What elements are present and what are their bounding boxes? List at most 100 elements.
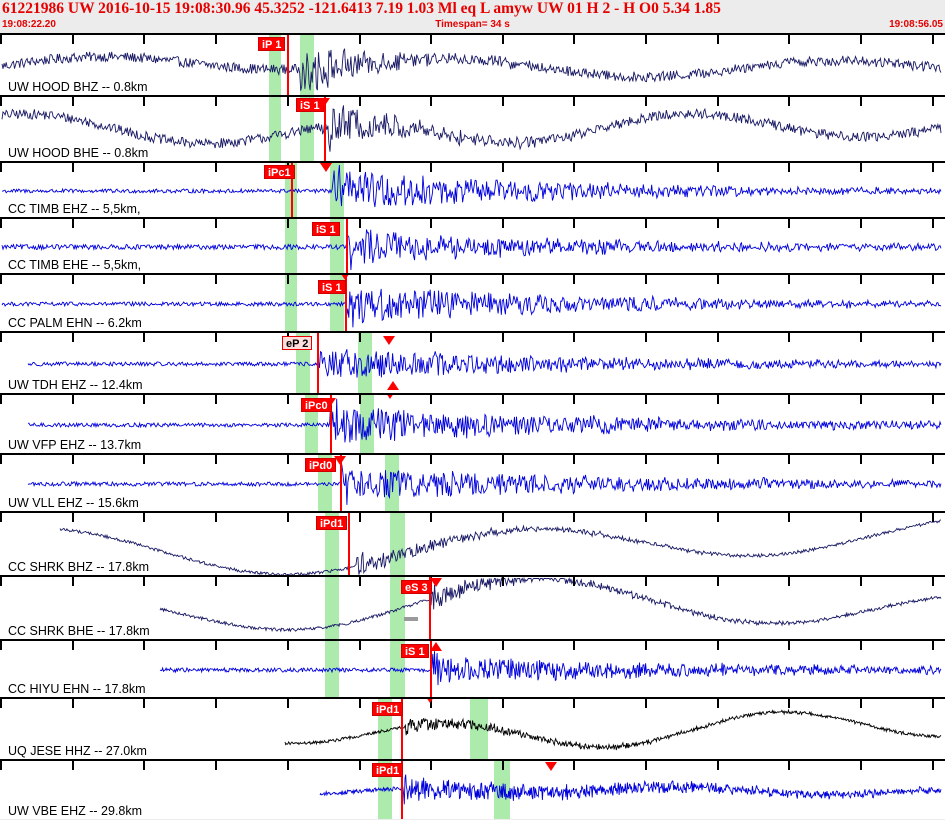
amplitude-marker-icon[interactable] [430,578,442,587]
amplitude-marker-icon[interactable] [384,395,396,399]
phase-pick-line[interactable] [291,163,293,217]
amplitude-marker-icon[interactable] [334,456,346,465]
phase-pick-label[interactable]: iPd1 [372,763,404,777]
channel-label: CC HIYU EHN -- 17.8km [8,682,146,696]
coda-window-band [390,513,405,575]
phase-pick-line[interactable] [287,35,289,95]
time-axis-ticks [0,275,945,284]
amplitude-marker-icon[interactable] [424,699,436,703]
trace-panel[interactable]: eS 3 CC SHRK BHE -- 17.8km [0,575,945,639]
phase-pick-line[interactable] [346,219,348,273]
waveform-plot[interactable] [0,219,945,273]
waveform-plot[interactable] [0,333,945,393]
trace-panel[interactable]: iS 1 UW HOOD BHE -- 0.8km [0,95,945,161]
channel-label: UW VLL EHZ -- 15.6km [8,496,139,510]
coda-window-band [285,275,297,331]
phase-pick-label[interactable]: iS 1 [312,222,340,236]
trace-panel[interactable]: iPd1 UW VBE EHZ -- 29.8km [0,759,945,819]
phase-pick-line[interactable] [324,97,326,161]
trace-panel[interactable]: iP 1 UW HOOD BHZ -- 0.8km [0,33,945,95]
coda-window-band [358,333,372,393]
phase-pick-line[interactable] [401,699,403,759]
phase-pick-label[interactable]: iPd0 [305,458,337,472]
time-axis-ticks [0,35,945,44]
waveform-plot[interactable] [0,641,945,697]
amplitude-marker-icon[interactable] [318,98,330,107]
phase-pick-line[interactable] [429,577,431,639]
time-axis-ticks [0,699,945,708]
waveform-plot[interactable] [0,455,945,511]
phase-pick-label[interactable]: eP 2 [282,336,313,350]
phase-pick-label[interactable]: iS 1 [401,644,429,658]
phase-pick-label[interactable]: iS 1 [296,98,324,112]
trace-panel[interactable]: iPc1 CC TIMB EHZ -- 5,5km, [0,161,945,217]
trace-panel[interactable]: iS 1 CC PALM EHN -- 6.2km [0,273,945,331]
coda-window-band [360,395,374,453]
duration-stub-marker [404,617,418,621]
amplitude-marker-icon[interactable] [324,398,336,407]
amplitude-marker-icon[interactable] [383,336,395,345]
waveform-plot[interactable] [0,97,945,161]
coda-window-band [325,577,339,639]
phase-pick-line[interactable] [401,761,403,819]
coda-window-band [470,699,488,759]
trace-panel-stack: iP 1 UW HOOD BHZ -- 0.8km iS 1 UW HOOD BHE … [0,33,945,820]
coda-window-band [325,641,339,697]
time-axis-ticks [0,395,945,404]
phase-pick-line[interactable] [345,275,347,331]
phase-pick-line[interactable] [430,641,432,697]
amplitude-marker-icon[interactable] [320,163,332,172]
phase-pick-label[interactable]: iPd1 [316,516,348,530]
waveform-plot[interactable] [0,577,945,639]
phase-pick-label[interactable]: eS 3 [401,580,432,594]
channel-label: UW VFP EHZ -- 13.7km [8,438,142,452]
time-axis-ticks [0,641,945,650]
trace-panel[interactable]: iPd1 UQ JESE HHZ -- 27.0km [0,697,945,759]
event-header-line: 61221986 UW 2016-10-15 19:08:30.96 45.32… [2,0,721,17]
trace-panel[interactable]: iS 1 CC HIYU EHN -- 17.8km [0,639,945,697]
waveform-plot[interactable] [0,395,945,453]
trace-panel[interactable]: eP 2 UW TDH EHZ -- 12.4km [0,331,945,393]
phase-pick-line[interactable] [330,395,332,453]
time-axis-ticks [0,97,945,106]
channel-label: UW TDH EHZ -- 12.4km [8,378,143,392]
phase-pick-label[interactable]: iPd1 [372,702,404,716]
coda-window-band [300,97,314,161]
time-axis-ticks [0,455,945,464]
waveform-plot[interactable] [0,163,945,217]
trace-panel[interactable]: iS 1 CC TIMB EHE -- 5,5km, [0,217,945,273]
waveform-plot[interactable] [0,513,945,575]
phase-pick-label[interactable]: iP 1 [258,37,286,51]
coda-window-band [269,97,281,161]
time-axis-ticks [0,333,945,342]
end-time-label: 19:08:56.05 [889,19,943,30]
amplitude-marker-icon[interactable] [339,275,351,280]
amplitude-marker-icon[interactable] [430,642,442,651]
channel-label: CC TIMB EHE -- 5,5km, [8,258,142,272]
channel-label: UQ JESE HHZ -- 27.0km [8,744,147,758]
phase-pick-line[interactable] [317,333,319,393]
waveform-plot[interactable] [0,275,945,331]
time-axis-ticks [0,761,945,770]
phase-pick-line[interactable] [340,455,342,511]
waveform-plot[interactable] [0,761,945,819]
channel-label: UW VBE EHZ -- 29.8km [8,804,143,818]
time-axis-header: 19:08:22.20 Timespan= 34 s 19:08:56.05 [0,19,945,33]
amplitude-marker-icon[interactable] [545,762,557,771]
phase-pick-line[interactable] [348,513,350,575]
amplitude-marker-icon[interactable] [387,381,399,390]
phase-pick-label[interactable]: iPc1 [264,165,295,179]
time-axis-ticks [0,219,945,228]
event-header: 61221986 UW 2016-10-15 19:08:30.96 45.32… [0,0,945,18]
channel-label: UW HOOD BHZ -- 0.8km [8,80,148,94]
trace-panel[interactable]: iPd1 CC SHRK BHZ -- 17.8km [0,511,945,575]
waveform-plot[interactable] [0,699,945,759]
phase-pick-label[interactable]: iS 1 [318,280,346,294]
channel-label: CC SHRK BHE -- 17.8km [8,624,150,638]
channel-label: CC PALM EHN -- 6.2km [8,316,142,330]
time-axis-ticks [0,577,945,586]
trace-panel[interactable]: iPd0 UW VLL EHZ -- 15.6km [0,453,945,511]
trace-panel[interactable]: iPc0 UW VFP EHZ -- 13.7km [0,393,945,453]
waveform-plot[interactable] [0,35,945,95]
